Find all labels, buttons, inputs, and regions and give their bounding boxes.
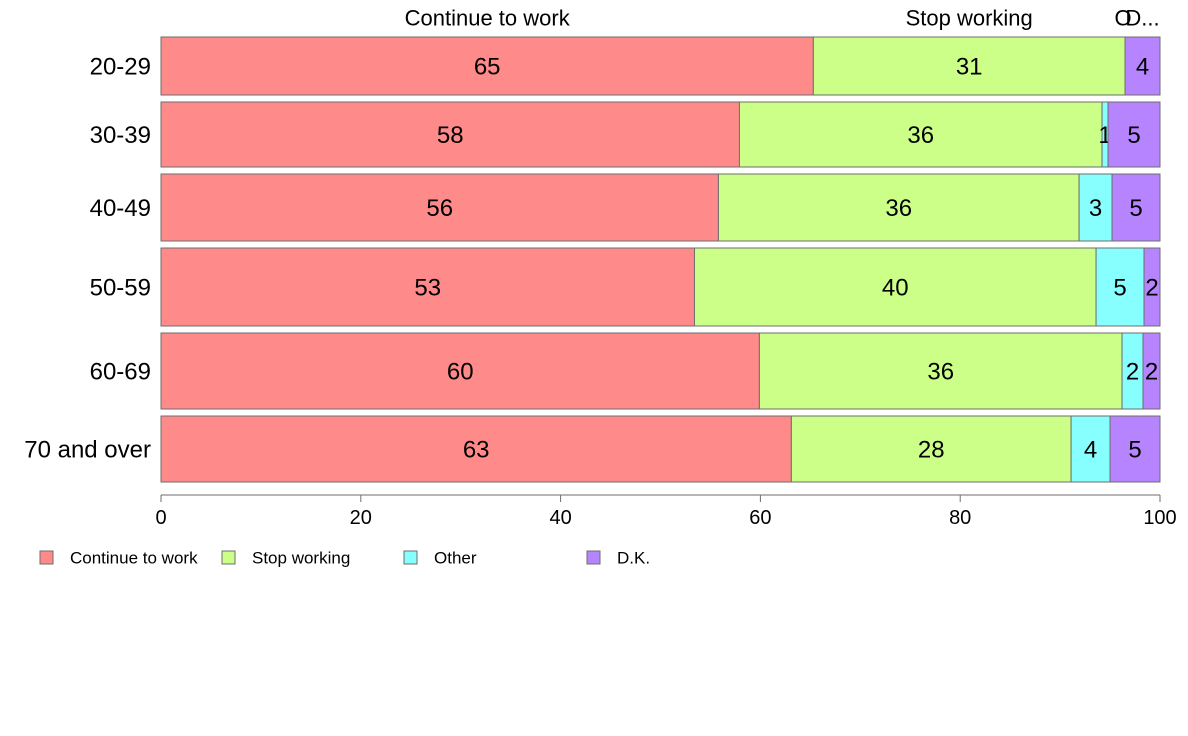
data-label: 36 bbox=[907, 122, 934, 149]
bar-segment bbox=[1142, 332, 1161, 410]
bar-segment bbox=[693, 247, 1097, 327]
bar-segment bbox=[160, 247, 695, 327]
data-label: 28 bbox=[918, 437, 945, 464]
bar-segment bbox=[1070, 415, 1111, 483]
data-label: 5 bbox=[1127, 122, 1140, 149]
bar-segment bbox=[160, 101, 740, 168]
data-label: 65 bbox=[474, 54, 501, 81]
data-label: 5 bbox=[1129, 195, 1142, 222]
bar-segment bbox=[790, 415, 1072, 483]
category-label: 30-39 bbox=[90, 122, 151, 149]
bar-segment bbox=[1078, 173, 1113, 242]
data-label: 5 bbox=[1128, 437, 1141, 464]
bar-segment bbox=[758, 332, 1123, 410]
legend-label: Stop working bbox=[252, 549, 350, 568]
data-label: 31 bbox=[956, 54, 983, 81]
legend-swatch bbox=[586, 550, 601, 565]
legend-swatch bbox=[403, 550, 418, 565]
data-label: 4 bbox=[1084, 437, 1097, 464]
data-label: 3 bbox=[1089, 195, 1102, 222]
bar-segment bbox=[160, 415, 792, 483]
legend-label: D.K. bbox=[617, 549, 650, 568]
legend-swatch bbox=[221, 550, 236, 565]
data-label: 2 bbox=[1145, 275, 1158, 302]
bar-segment bbox=[717, 173, 1080, 242]
bar-segment bbox=[1124, 36, 1161, 96]
legend-label: Continue to work bbox=[70, 549, 198, 568]
x-tick-label: 60 bbox=[749, 507, 771, 529]
data-label: 53 bbox=[414, 275, 441, 302]
x-tick-label: 80 bbox=[949, 507, 971, 529]
bar-segment bbox=[1107, 101, 1161, 168]
legend-label: Other bbox=[434, 549, 477, 568]
data-label: 4 bbox=[1136, 54, 1149, 81]
bar-segment bbox=[1111, 173, 1161, 242]
bar-segment bbox=[1143, 247, 1161, 327]
bar-segment bbox=[812, 36, 1126, 96]
data-label: 60 bbox=[447, 359, 474, 386]
top-series-label: Continue to work bbox=[405, 6, 571, 31]
bar-segment bbox=[160, 332, 760, 410]
x-tick-label: 20 bbox=[350, 507, 372, 529]
data-label: 36 bbox=[885, 195, 912, 222]
top-series-label: D... bbox=[1125, 6, 1159, 31]
data-label: 2 bbox=[1126, 359, 1139, 386]
data-label: 40 bbox=[882, 275, 909, 302]
bar-segment bbox=[160, 173, 719, 242]
bar-segment bbox=[738, 101, 1103, 168]
data-label: 2 bbox=[1145, 359, 1158, 386]
x-tick-label: 100 bbox=[1143, 507, 1176, 529]
top-series-label: O bbox=[1114, 6, 1131, 31]
data-label: 63 bbox=[463, 437, 490, 464]
x-tick-label: 40 bbox=[549, 507, 571, 529]
category-label: 40-49 bbox=[90, 195, 151, 222]
bar-segment bbox=[160, 36, 814, 96]
top-series-label: Stop working bbox=[906, 6, 1033, 31]
data-label: 58 bbox=[437, 122, 464, 149]
category-label: 60-69 bbox=[90, 359, 151, 386]
bar-segment bbox=[1095, 247, 1145, 327]
category-label: 70 and over bbox=[24, 437, 151, 464]
category-label: 20-29 bbox=[90, 54, 151, 81]
bar-segment bbox=[1109, 415, 1161, 483]
data-label: 56 bbox=[426, 195, 453, 222]
data-label: 5 bbox=[1113, 275, 1126, 302]
data-label: 36 bbox=[927, 359, 954, 386]
legend-swatch bbox=[39, 550, 54, 565]
x-tick-label: 0 bbox=[155, 507, 166, 529]
category-label: 50-59 bbox=[90, 275, 151, 302]
